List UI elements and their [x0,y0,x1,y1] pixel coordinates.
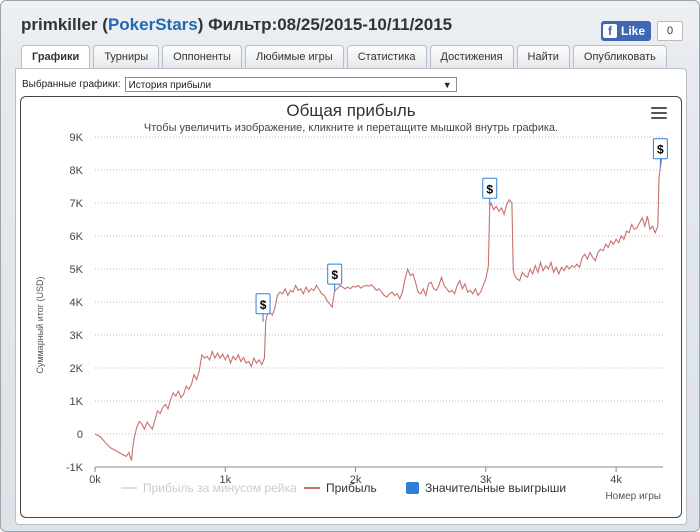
y-tick-label: 7K [70,198,84,210]
big-win-flag-box [255,293,271,315]
y-tick-label: 0 [77,429,83,441]
facebook-icon: f [603,24,617,38]
tab-achievements[interactable]: Достижения [429,45,514,68]
big-win-flag[interactable]: $ [255,293,271,322]
big-win-flag-box [327,263,343,285]
big-win-flag-label: $ [331,268,338,282]
legend-item[interactable]: Прибыль [304,481,377,495]
y-tick-label: 2K [70,363,84,375]
tab-statistics[interactable]: Статистика [346,45,427,68]
big-win-flag-label: $ [657,143,664,157]
player-name: primkiller [21,15,98,34]
date-filter: Фильтр:08/25/2015-10/11/2015 [208,15,453,34]
series-line-profit [94,158,663,461]
tab-tournaments[interactable]: Турниры [93,45,160,68]
legend-item[interactable]: Значительные выигрыши [406,481,566,495]
dropdown-arrow-icon: ▼ [442,80,452,90]
y-tick-label: 1K [70,396,84,408]
facebook-like-widget: f Like 0 [601,21,684,41]
chart-menu-icon[interactable] [651,107,667,119]
tab-search[interactable]: Найти [516,45,570,68]
y-axis-label: Суммарный итог (USD) [35,276,45,373]
chart-selector-dropdown[interactable]: История прибыли ▼ [124,77,457,92]
big-win-flag[interactable]: $ [482,177,498,207]
site-link[interactable]: PokerStars [107,15,198,34]
y-tick-label: 9K [70,132,84,144]
big-win-flag-label: $ [260,298,267,312]
x-tick-label: 4k [610,474,622,486]
legend-label: Значительные выигрыши [425,481,566,495]
charts-panel: Выбранные графики: История прибыли ▼ Общ… [15,68,687,525]
chart-selector-row: Выбранные графики: История прибыли ▼ [22,77,457,92]
page-title: primkiller (PokerStars) Фильтр:08/25/201… [21,15,452,35]
tab-publish[interactable]: Опубликовать [572,45,667,68]
big-win-flag-box [482,177,498,199]
facebook-like-button[interactable]: f Like [601,21,652,41]
y-tick-label: 5K [70,264,84,276]
tab-opponents[interactable]: Оппоненты [162,45,242,68]
profit-chart[interactable]: Общая прибыль Чтобы увеличить изображени… [20,96,682,518]
x-axis-label: Номер игры [605,491,661,502]
chart-subtitle: Чтобы увеличить изображение, кликните и … [143,122,559,134]
legend-label: Прибыль [326,481,377,495]
big-win-flag-label: $ [486,182,493,196]
big-win-flag[interactable]: $ [652,138,668,167]
x-tick-label: 0k [89,474,101,486]
x-tick-label: 3k [480,474,492,486]
like-label: Like [621,24,646,38]
chart-selector-value: История прибыли [128,80,212,91]
chart-selector-label: Выбранные графики: [22,79,121,90]
tab-bar: Графики Турниры Оппоненты Любимые игры С… [21,45,667,68]
y-tick-label: 3K [70,330,84,342]
site-open-paren: ( [102,15,108,34]
y-tick-label: 8K [70,165,84,177]
y-tick-label: -1K [66,462,84,474]
tab-favorite-games[interactable]: Любимые игры [244,45,344,68]
legend-symbol [406,482,419,494]
x-tick-label: 1k [219,474,231,486]
like-count: 0 [657,21,684,41]
big-win-flag-box [652,138,668,160]
y-tick-label: 6K [70,231,84,243]
big-win-flag[interactable]: $ [327,263,343,293]
chart-title: Общая прибыль [286,101,416,120]
tab-charts[interactable]: Графики [21,45,91,68]
legend-item[interactable]: Прибыль за минусом рейка [121,481,297,495]
chart-plot: -1K 0 1K 2K 3K 4K 5K 6K 7K 8K 9K 0k 1k 2k 3k 4k Суммар… [35,132,668,502]
site-close-paren: ) [197,15,204,34]
y-tick-label: 4K [70,297,84,309]
x-tick-label: 2k [350,474,362,486]
legend-label: Прибыль за минусом рейка [143,481,297,495]
